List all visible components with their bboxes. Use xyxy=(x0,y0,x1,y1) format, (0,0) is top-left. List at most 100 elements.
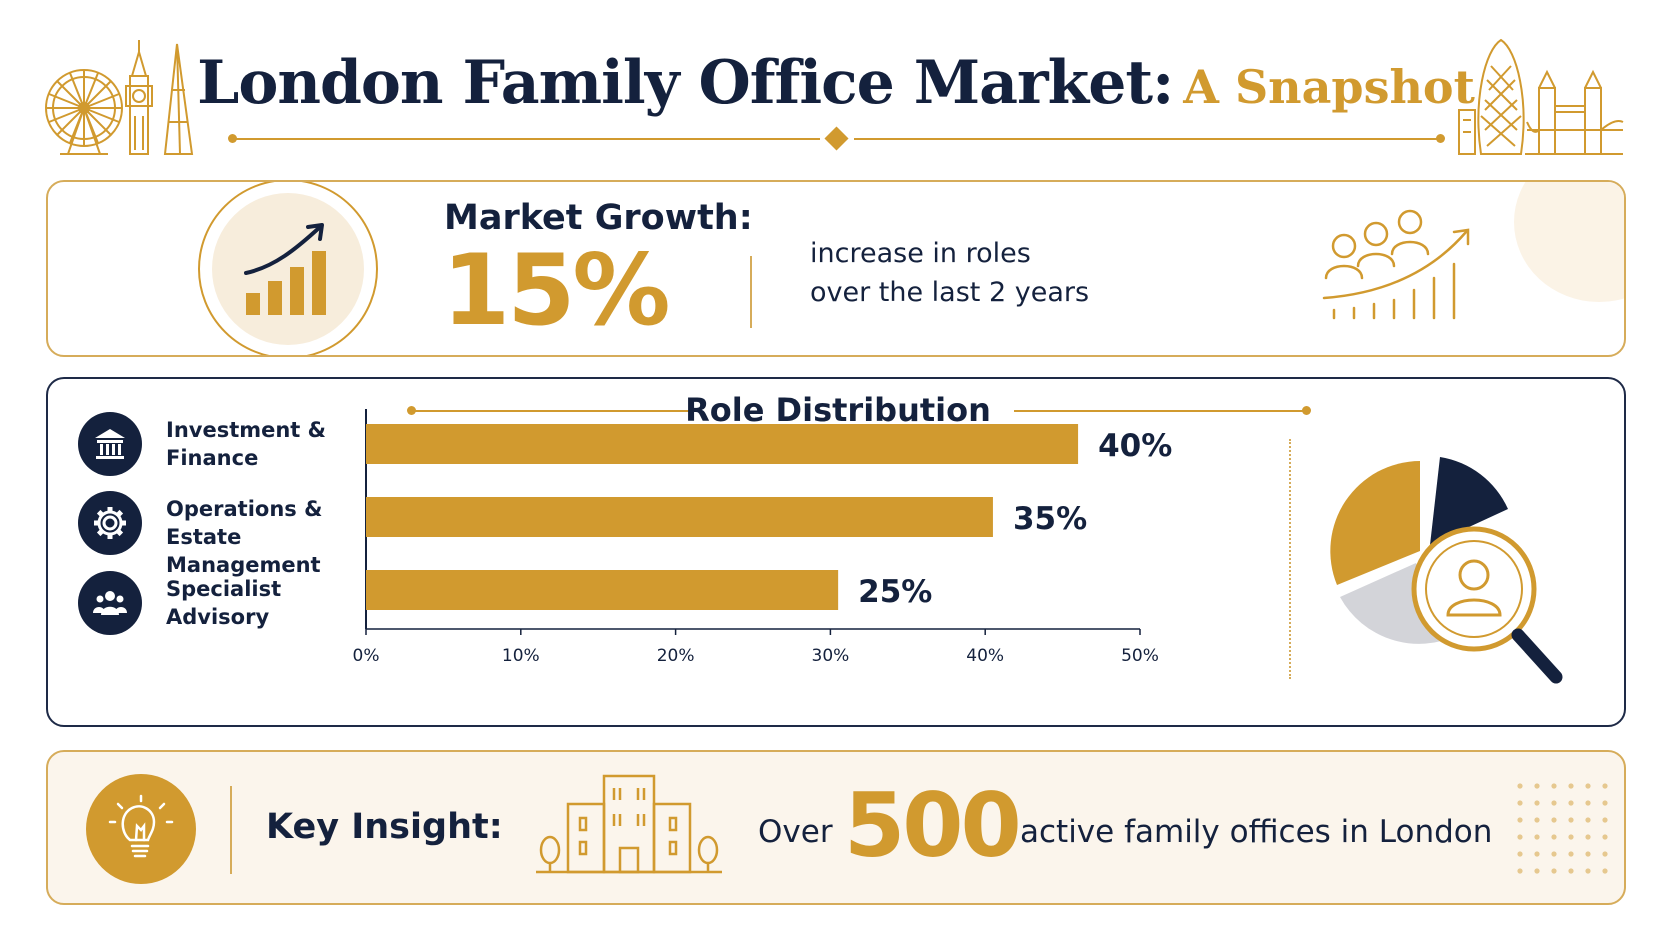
decorative-dot xyxy=(1534,817,1540,823)
bar xyxy=(366,497,993,537)
decorative-dot xyxy=(1602,783,1608,789)
decorative-dot xyxy=(1517,868,1523,874)
decorative-dot xyxy=(1568,800,1574,806)
role-distribution-panel: Role Distribution Investment & Finance xyxy=(46,377,1626,727)
page-title: London Family Office Market: A Snapshot xyxy=(0,48,1672,118)
people-icon xyxy=(93,591,127,615)
decorative-dot xyxy=(1551,800,1557,806)
bar xyxy=(366,424,1079,464)
pie-magnifier-icon xyxy=(1330,457,1563,684)
growth-icon-circle xyxy=(198,182,378,355)
people-growth-icon xyxy=(1322,209,1470,320)
decorative-dot xyxy=(1568,868,1574,874)
role-distribution-chart: 0% 10% 20% 30% 40% 50% 40% 35% 25% xyxy=(353,409,1172,666)
bar xyxy=(366,570,839,610)
decorative-dot xyxy=(1517,800,1523,806)
bar-data-label: 40% xyxy=(1098,428,1172,464)
x-tick-label: 50% xyxy=(1121,646,1159,666)
roles-rule-dot xyxy=(1302,406,1311,415)
x-tick-label: 20% xyxy=(657,646,695,666)
category-label-line: Investment & xyxy=(166,418,326,442)
chart-divider xyxy=(1289,439,1291,679)
decorative-dot xyxy=(1602,868,1608,874)
category-badge xyxy=(78,571,142,635)
decorative-dot xyxy=(1551,783,1557,789)
category-badge xyxy=(78,412,142,476)
decorative-dot xyxy=(1568,834,1574,840)
roles-rule-right xyxy=(1014,410,1306,412)
insight-suffix: active family offices in London xyxy=(1020,814,1493,850)
decorative-dot xyxy=(1585,800,1591,806)
decorative-dot xyxy=(1568,817,1574,823)
decorative-dot xyxy=(1551,868,1557,874)
london-eye-big-ben-shard-icon xyxy=(45,40,194,155)
decorative-dot xyxy=(1568,783,1574,789)
decorative-dot xyxy=(1534,851,1540,857)
title-main: London Family Office Market: xyxy=(197,48,1174,118)
decorative-dot xyxy=(1602,817,1608,823)
chart-title: Role Distribution xyxy=(685,391,991,429)
category-label: Operations & Estate Management xyxy=(166,495,386,579)
x-tick-label: 30% xyxy=(812,646,850,666)
category-label-line: Specialist xyxy=(166,577,282,601)
growth-desc-line1: increase in roles xyxy=(810,238,1031,269)
market-growth-panel: Market Growth: 15% increase in roles ove… xyxy=(46,180,1626,357)
decorative-corner xyxy=(1514,182,1624,302)
decorative-dot xyxy=(1551,817,1557,823)
category-badge xyxy=(78,491,142,555)
decorative-dot xyxy=(1534,868,1540,874)
insight-value: 500 xyxy=(844,774,1022,877)
decorative-dot xyxy=(1551,851,1557,857)
bulb-circle xyxy=(86,774,196,884)
decorative-dot-grid xyxy=(1517,783,1608,874)
category-label-line: Operations & xyxy=(166,497,323,521)
decorative-dot xyxy=(1585,783,1591,789)
decorative-dot xyxy=(1602,851,1608,857)
decorative-dot xyxy=(1585,834,1591,840)
insight-prefix: Over xyxy=(758,814,833,850)
insight-divider xyxy=(230,786,232,874)
decorative-dot xyxy=(1585,868,1591,874)
decorative-dot xyxy=(1534,800,1540,806)
decorative-dot xyxy=(1517,834,1523,840)
title-rule-left xyxy=(232,138,820,140)
roles-rule-left xyxy=(411,410,701,412)
growth-divider xyxy=(750,256,752,328)
decorative-dot xyxy=(1517,817,1523,823)
decorative-dot xyxy=(1517,851,1523,857)
title-diamond-ornament xyxy=(824,126,849,151)
decorative-dot xyxy=(1602,834,1608,840)
x-tick-label: 40% xyxy=(966,646,1004,666)
x-tick-label: 0% xyxy=(353,646,380,666)
key-insight-panel: Key Insight: Over 500 active family offi… xyxy=(46,750,1626,905)
decorative-dot xyxy=(1551,834,1557,840)
category-label: Specialist Advisory xyxy=(166,575,386,631)
title-rule-right xyxy=(854,138,1440,140)
bar-data-label: 35% xyxy=(1013,501,1087,537)
decorative-dot xyxy=(1585,851,1591,857)
growth-desc-line2: over the last 2 years xyxy=(810,277,1090,308)
category-label-line: Advisory xyxy=(166,605,270,629)
gear-icon xyxy=(94,507,126,539)
insight-label: Key Insight: xyxy=(266,807,503,847)
decorative-dot xyxy=(1602,800,1608,806)
category-label-line: Estate Management xyxy=(166,525,321,577)
category-label: Investment & Finance xyxy=(166,416,386,472)
office-building-icon xyxy=(536,774,722,874)
gherkin-tower-bridge-icon xyxy=(1458,38,1624,155)
decorative-dot xyxy=(1517,783,1523,789)
title-rule-dot xyxy=(1436,134,1445,143)
decorative-dot xyxy=(1585,817,1591,823)
header: London Family Office Market: A Snapshot xyxy=(0,0,1672,165)
bar-data-label: 25% xyxy=(858,574,932,610)
growth-description: increase in roles over the last 2 years xyxy=(810,234,1089,312)
lightbulb-icon xyxy=(108,794,174,858)
category-label-line: Finance xyxy=(166,446,259,470)
decorative-dot xyxy=(1568,851,1574,857)
growth-bars-icon xyxy=(244,223,326,315)
growth-label: Market Growth: xyxy=(444,198,753,238)
x-tick-label: 10% xyxy=(502,646,540,666)
title-accent: A Snapshot xyxy=(1183,60,1475,114)
growth-value: 15% xyxy=(442,234,671,348)
decorative-dot xyxy=(1534,834,1540,840)
